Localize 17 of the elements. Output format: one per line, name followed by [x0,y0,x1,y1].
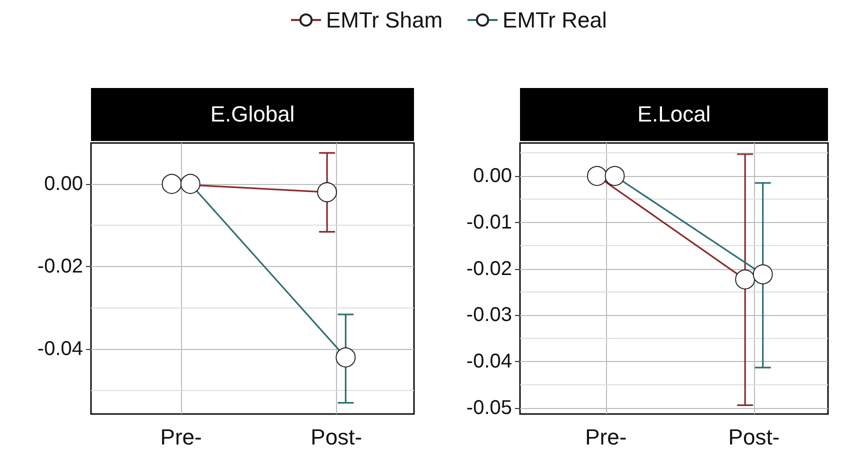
y-tick-label: 0.00 [44,172,83,195]
chart-title: E.Local [637,102,711,126]
x-tick-label: Post- [728,424,780,450]
y-tick-label: -0.02 [37,256,83,278]
y-tick-label: -0.04 [37,338,83,360]
x-tick-label: Pre- [585,424,627,450]
chart-title: E.Global [210,102,295,126]
y-tick-label: -0.02 [466,258,512,280]
legend-label: EMTr Sham [326,8,443,32]
y-tick-label: -0.03 [466,304,512,326]
y-tick-label: -0.05 [466,396,512,419]
y-tick-label: 0.00 [473,164,512,187]
y-tick-label: -0.04 [466,350,512,373]
legend-label: EMTr Real [502,8,607,32]
x-tick-label: Pre- [160,424,202,450]
y-tick-label: -0.01 [466,211,512,234]
x-tick-label: Post- [310,424,362,450]
